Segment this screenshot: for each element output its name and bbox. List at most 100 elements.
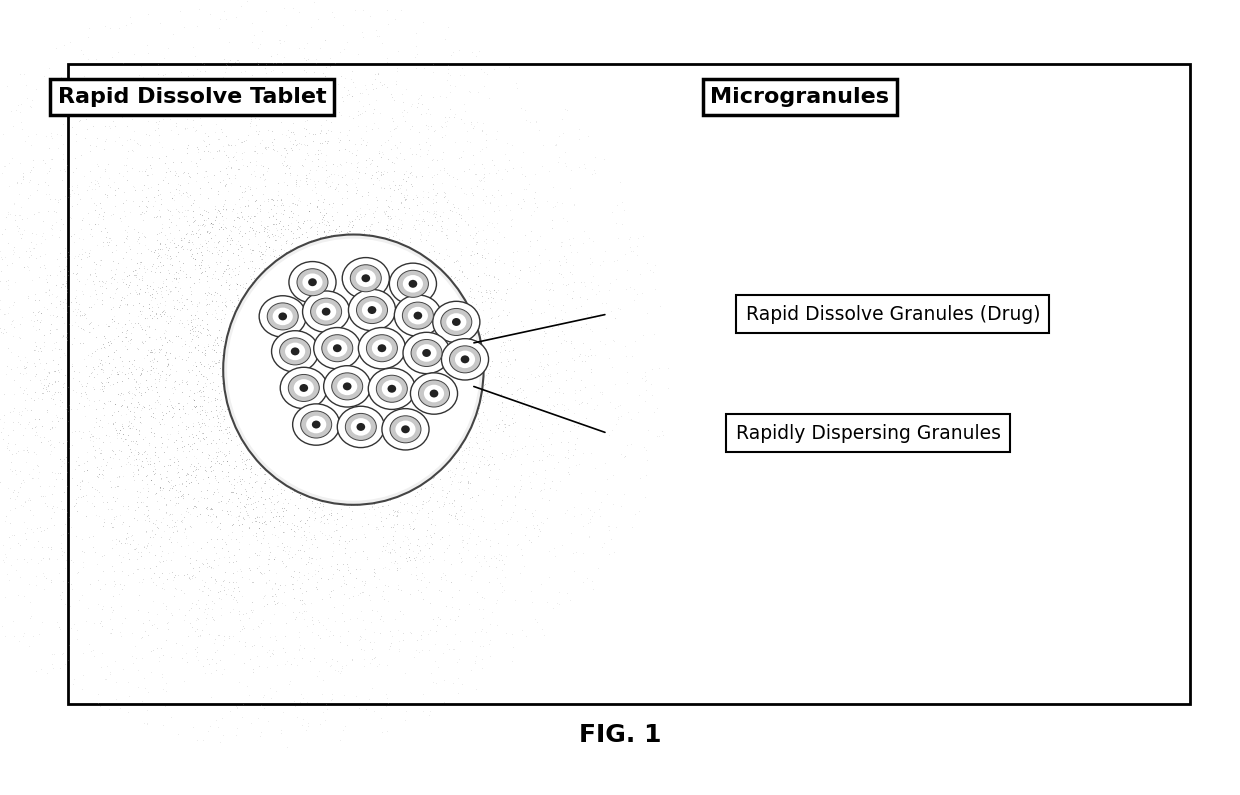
Point [391,196,410,208]
Point [453,529,472,542]
Point [226,594,246,607]
Point [510,381,529,394]
Point [489,276,508,289]
Point [45,648,64,661]
Point [31,261,51,273]
Point [317,292,337,304]
Point [254,195,274,207]
Point [179,191,198,204]
Point [221,321,241,334]
Point [512,549,532,562]
Point [247,510,267,523]
Point [160,285,180,297]
Point [197,491,217,504]
Point [404,360,424,373]
Point [428,215,448,227]
Point [303,397,322,409]
Point [169,402,188,415]
Point [0,227,11,240]
Point [151,471,171,484]
Point [153,290,172,303]
Point [76,132,95,145]
Point [252,482,272,494]
Point [78,206,98,219]
Point [348,415,368,428]
Point [472,124,492,137]
Point [363,651,383,664]
Point [124,449,144,462]
Point [263,527,283,540]
Point [350,207,370,220]
Point [402,262,422,274]
Point [293,308,312,321]
Point [41,541,61,553]
Point [393,293,413,306]
Point [584,235,604,247]
Point [100,104,120,117]
Point [250,283,270,296]
Point [215,448,234,460]
Point [175,568,195,581]
Point [182,572,202,584]
Point [310,470,330,483]
Point [341,254,361,267]
Point [342,653,362,665]
Point [305,316,325,329]
Point [161,259,181,272]
Point [469,488,489,501]
Point [151,342,171,355]
Point [492,586,512,599]
Point [585,461,605,474]
Point [130,258,150,270]
Point [429,378,449,391]
Point [144,77,164,90]
Point [67,179,87,192]
Point [335,541,355,554]
Point [398,533,418,545]
Point [652,429,672,441]
Point [115,483,135,495]
Point [397,552,417,564]
Point [305,512,325,525]
Point [169,378,188,390]
Point [216,276,236,289]
Point [353,381,373,394]
Point [219,282,239,295]
Point [283,397,303,409]
Point [415,538,435,551]
Point [167,523,187,536]
Point [511,543,531,556]
Point [143,517,162,529]
Point [557,363,577,376]
Point [221,508,241,521]
Point [577,308,596,320]
Point [205,339,224,351]
Point [374,207,394,220]
Point [268,432,288,444]
Point [301,252,321,265]
Point [244,29,264,41]
Point [151,642,171,654]
Point [117,193,136,206]
Point [243,302,263,315]
Point [642,389,662,401]
Point [52,586,72,599]
Point [494,336,513,349]
Point [11,498,31,511]
Point [164,401,184,414]
Point [330,350,350,363]
Point [212,250,232,262]
Point [27,429,47,441]
Point [0,307,15,320]
Point [17,91,37,104]
Point [133,335,153,348]
Point [232,518,252,530]
Point [345,427,365,440]
Point [454,462,474,475]
Point [193,204,213,216]
Point [454,533,474,546]
Point [345,229,365,242]
Point [0,456,7,469]
Point [231,206,250,219]
Point [74,324,94,336]
